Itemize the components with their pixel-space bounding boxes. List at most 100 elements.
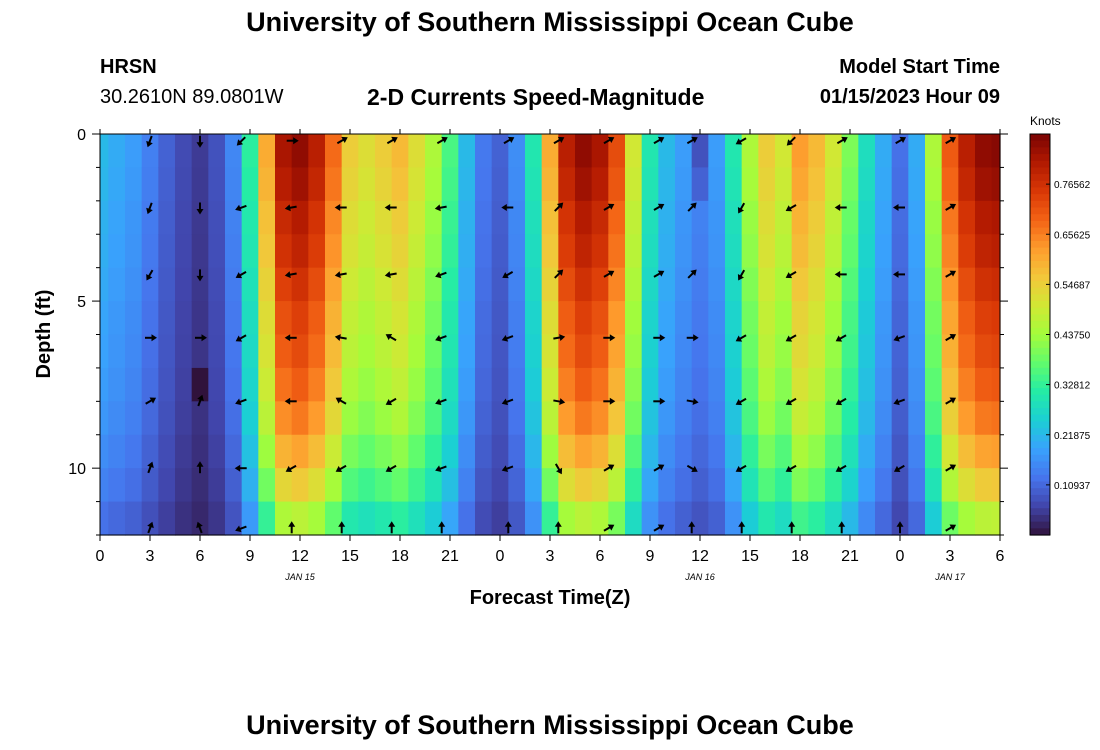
current-arrow [146,135,153,148]
heatmap-cell [941,167,959,202]
heatmap-cell [191,434,209,469]
heatmap-cell [325,468,343,503]
current-arrow [388,521,396,534]
heatmap-cell [858,167,876,202]
colorbar-label: Knots [1030,114,1061,128]
heatmap-cell [275,134,293,169]
current-arrow [735,137,747,145]
current-arrow [196,135,204,148]
heatmap-cell [891,334,909,369]
heatmap-cell [675,367,693,402]
heatmap-cell [441,200,459,235]
heatmap-cell [758,401,776,436]
heatmap-cell [508,434,526,469]
colorbar-swatch [1030,294,1050,302]
current-arrow [385,464,397,472]
colorbar-swatch [1030,207,1050,215]
heatmap-cell [741,167,759,202]
heatmap-cell [675,401,693,436]
heatmap-cell [758,301,776,336]
heatmap-cell [941,234,959,269]
current-arrow [146,269,154,281]
heatmap-cell [375,434,393,469]
heatmap-cell [558,334,576,369]
heatmap-cell [108,134,126,169]
heatmap-cell [341,501,359,536]
heatmap-cell [641,468,659,503]
heatmap-cell [875,434,893,469]
heatmap-cell [525,468,543,503]
heatmap-cell [958,367,976,402]
heatmap-cell [391,501,409,536]
heatmap-cell [675,501,693,536]
colorbar-swatch [1030,194,1050,202]
current-arrow [603,524,615,532]
heatmap-cell [791,134,809,169]
heatmap-cell [875,301,893,336]
heatmap-cell [125,234,143,269]
current-arrow [653,334,666,342]
heatmap-cell [325,167,343,202]
heatmap-cell [991,267,1001,302]
heatmap-cell [191,334,209,369]
current-arrow [554,463,563,475]
heatmap-cell [875,501,893,536]
heatmap-cell [241,501,259,536]
colorbar-swatch [1030,441,1050,449]
heatmap-cell [858,234,876,269]
heatmap-cell [541,234,559,269]
chart-title: 2-D Currents Speed-Magnitude [367,84,705,110]
heatmap-cell [991,434,1001,469]
heatmap-cell [258,468,276,503]
heatmap-cell [391,468,409,503]
heatmap-cell [425,234,443,269]
heatmap-cell [291,401,309,436]
heatmap-cell [208,501,226,536]
colorbar-swatch [1030,514,1050,523]
heatmap-cell [641,367,659,402]
heatmap-cell [100,334,109,369]
current-arrow [196,521,203,534]
heatmap-cell [991,501,1001,536]
heatmap-cell [691,234,709,269]
heatmap-cell [641,401,659,436]
current-arrow [236,136,246,146]
heatmap-cell [691,301,709,336]
heatmap-cell [775,334,793,369]
heatmap-cell [625,200,643,235]
heatmap-cell [308,167,326,202]
heatmap-cell [608,267,626,302]
current-arrow [686,136,698,145]
heatmap-cell [591,468,609,503]
x-axis-label: Forecast Time(Z) [470,587,631,609]
colorbar-swatch [1030,408,1050,416]
colorbar-swatch [1030,461,1050,469]
current-arrow [896,521,904,534]
heatmap-cell [225,234,243,269]
heatmap-cell [275,301,293,336]
heatmap-cell [291,301,309,336]
colorbar-swatch [1030,214,1050,222]
heatmap-cell [975,200,993,235]
heatmap-cell [275,434,293,469]
heatmap-cell [408,267,426,302]
heatmap-cell [625,468,643,503]
heatmap-cell [691,501,709,536]
heatmap-cell [275,167,293,202]
heatmap-cell [541,167,559,202]
heatmap-cell [275,334,293,369]
heatmap-cell [991,234,1001,269]
current-arrow [435,465,447,473]
heatmap-cell [358,367,376,402]
heatmap-cell [241,200,259,235]
heatmap-cell [541,434,559,469]
current-arrow [834,270,847,278]
current-arrow [735,464,747,472]
heatmap-cell [458,234,476,269]
heatmap-cell [225,401,243,436]
heatmap-cell [825,434,843,469]
heatmap-cell [458,367,476,402]
heatmap-cell [425,167,443,202]
heatmap-cell [608,434,626,469]
x-tick-label: 18 [791,548,809,565]
